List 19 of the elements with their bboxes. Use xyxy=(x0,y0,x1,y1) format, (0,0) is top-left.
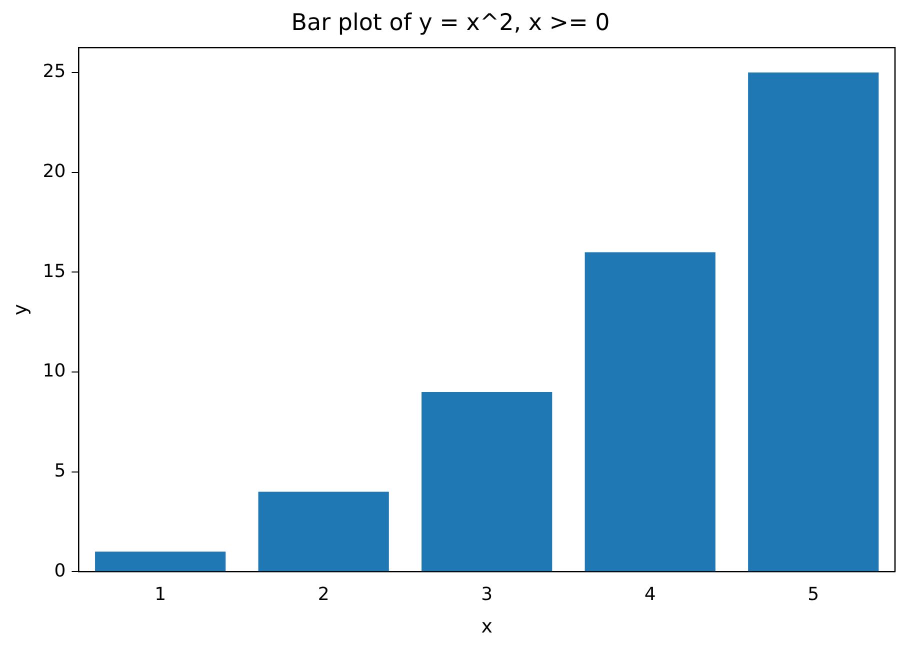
x-tick-label: 3 xyxy=(481,584,493,606)
bar xyxy=(258,492,389,572)
y-tick-label: 5 xyxy=(54,460,66,482)
y-axis-title: y xyxy=(9,304,32,316)
bar xyxy=(748,72,879,572)
y-tick-label: 10 xyxy=(42,360,66,382)
y-tick-label: 20 xyxy=(42,161,66,182)
x-tick-label: 2 xyxy=(318,584,330,606)
x-tick-label: 4 xyxy=(644,584,656,606)
y-tick-label: 25 xyxy=(42,61,66,82)
bar xyxy=(95,552,226,572)
y-tick-label: 15 xyxy=(42,260,66,282)
bar xyxy=(584,252,716,572)
bar xyxy=(422,392,552,572)
y-tick-label: 0 xyxy=(54,560,66,582)
x-tick-label: 1 xyxy=(154,584,166,606)
x-axis-title: x xyxy=(481,616,492,638)
chart-title: Bar plot of y = x^2, x >= 0 xyxy=(291,10,610,36)
x-tick-label: 5 xyxy=(808,584,820,606)
